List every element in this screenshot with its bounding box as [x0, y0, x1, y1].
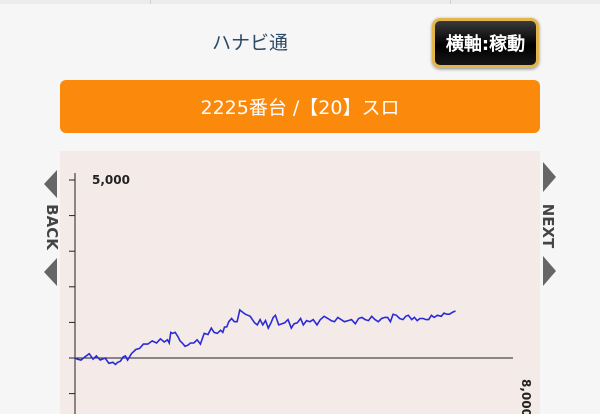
next-nav[interactable]: NEXT	[539, 162, 557, 288]
chart-panel: 5,000 8,000	[60, 151, 540, 414]
y-tick-label-top: 5,000	[92, 173, 130, 187]
next-label: NEXT	[539, 203, 557, 249]
series-line	[74, 308, 456, 366]
top-divider	[450, 0, 451, 4]
top-edge	[0, 0, 600, 4]
next-arrows-icon	[543, 162, 556, 286]
unit-title-bar: 2225番台 /【20】スロ	[60, 80, 540, 133]
back-arrows-icon	[44, 170, 57, 286]
axis-toggle-button[interactable]: 横軸:稼動	[432, 18, 539, 68]
slump-chart: 5,000 8,000	[69, 173, 533, 414]
x-tick-label-right: 8,000	[519, 379, 533, 414]
top-divider	[150, 0, 151, 4]
machine-name: ハナビ通	[211, 32, 288, 54]
back-nav[interactable]: BACK	[43, 170, 61, 290]
back-label: BACK	[43, 204, 61, 250]
y-axis-ticks	[69, 179, 75, 395]
